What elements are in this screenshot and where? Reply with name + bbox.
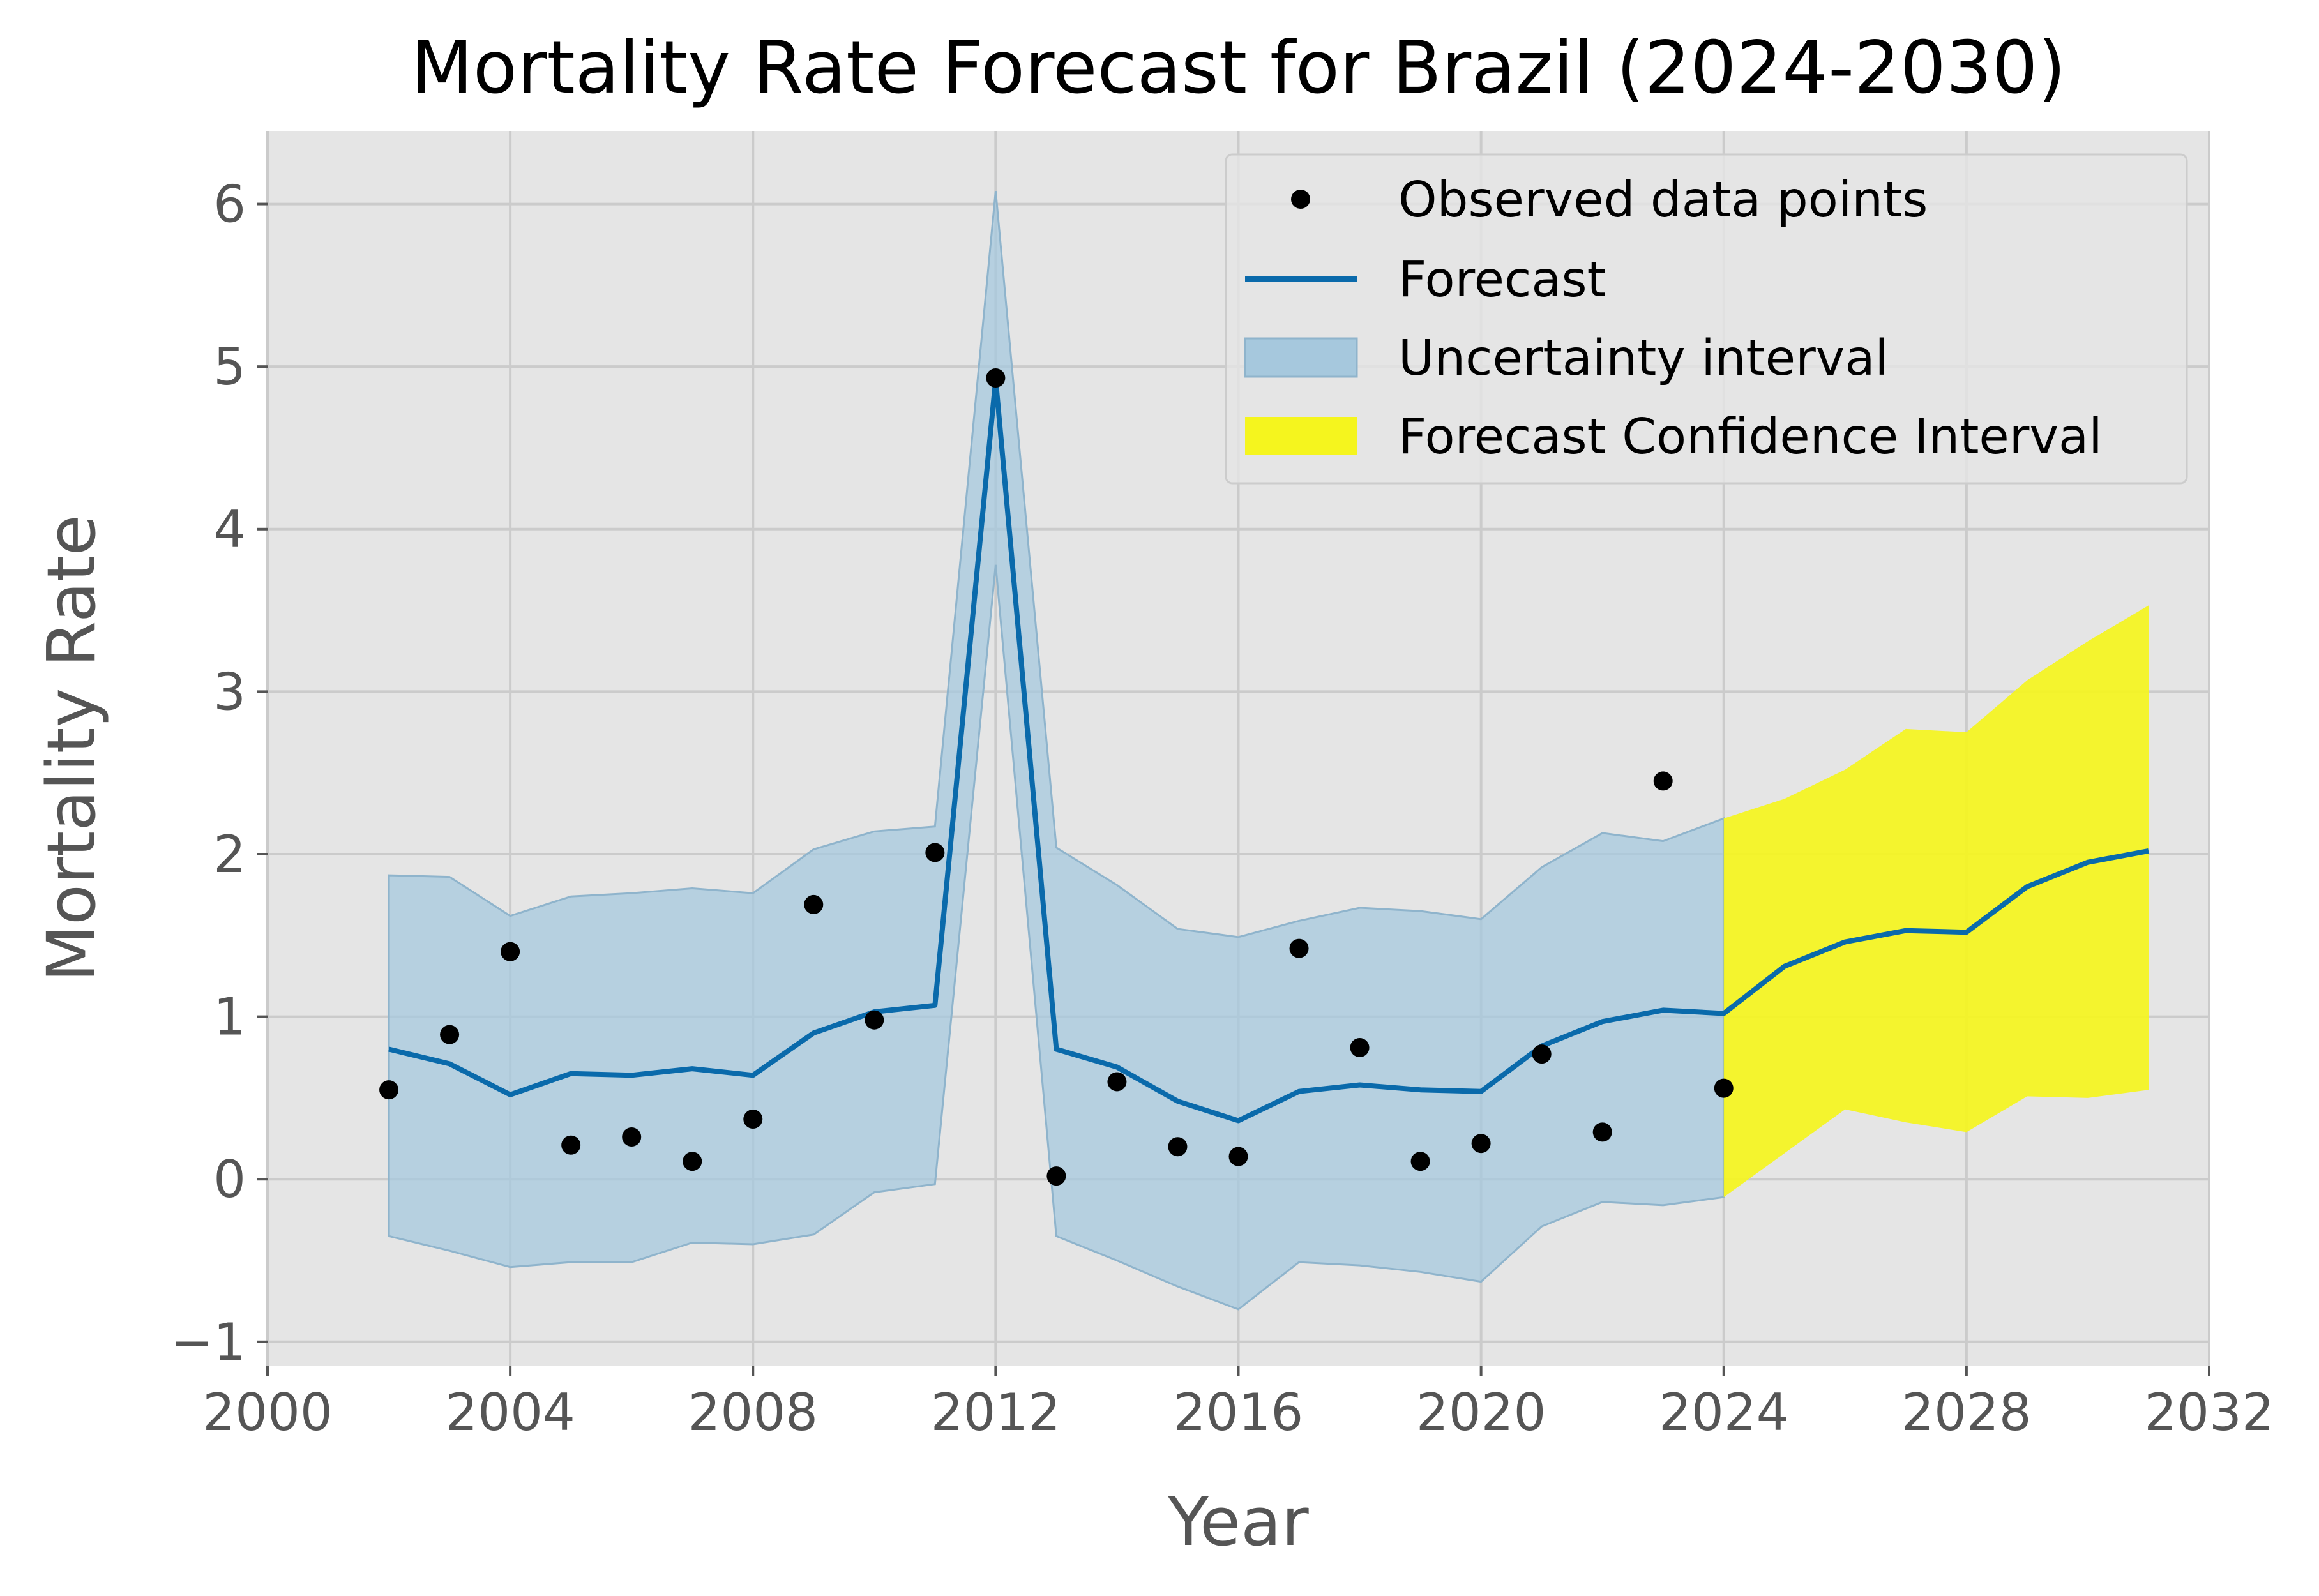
interval-bands xyxy=(388,191,2149,1311)
y-tick-label: 6 xyxy=(213,175,246,234)
observed-point xyxy=(561,1135,581,1155)
legend-marker-confidence xyxy=(1245,417,1357,455)
legend-label-uncertainty: Uncertainty interval xyxy=(1398,330,1889,387)
observed-point xyxy=(1046,1166,1066,1186)
x-tick-label: 2016 xyxy=(1174,1383,1304,1442)
legend-box xyxy=(1225,153,2188,485)
legend-marker-observed xyxy=(1291,190,1310,209)
observed-point xyxy=(1653,771,1673,791)
y-tick-label: −1 xyxy=(170,1313,246,1372)
observed-point xyxy=(986,368,1006,388)
observed-point xyxy=(925,843,945,862)
legend-label-forecast: Forecast xyxy=(1398,252,1606,308)
y-tick-label: 3 xyxy=(213,662,246,721)
legend-label-confidence: Forecast Confidence Interval xyxy=(1398,409,2103,465)
y-tick-label: 4 xyxy=(213,500,246,559)
observed-point xyxy=(1228,1147,1248,1166)
y-tick-label: 0 xyxy=(213,1150,246,1209)
forecast-confidence-band xyxy=(1723,605,2149,1198)
observed-point xyxy=(622,1127,642,1147)
observed-points-layer xyxy=(379,368,1734,1186)
observed-point xyxy=(501,942,520,961)
y-tick-label: 1 xyxy=(213,988,246,1047)
x-tick-label: 2032 xyxy=(2144,1383,2274,1442)
axis-ticks: 2000 2004 2008 2012 2016 2020 2024 2028 2032 −1 0 1… xyxy=(170,175,2274,1442)
x-tick-label: 2000 xyxy=(202,1383,333,1442)
forecast-line-layer xyxy=(388,377,2149,1124)
x-tick-label: 2028 xyxy=(1901,1383,2032,1442)
observed-point xyxy=(1592,1122,1612,1142)
legend: Observed data points Forecast Uncertaint… xyxy=(1225,153,2188,485)
observed-point xyxy=(683,1152,702,1171)
legend-label-observed: Observed data points xyxy=(1398,172,1928,229)
y-tick-label: 2 xyxy=(213,825,246,884)
observed-point xyxy=(1289,938,1309,958)
observed-point xyxy=(1107,1072,1127,1092)
observed-point xyxy=(440,1025,460,1044)
x-tick-label: 2008 xyxy=(688,1383,818,1442)
x-tick-label: 2020 xyxy=(1416,1383,1546,1442)
x-tick-label: 2012 xyxy=(931,1383,1061,1442)
chart-title: Mortality Rate Forecast for Brazil (2024… xyxy=(411,26,2066,110)
observed-point xyxy=(1471,1134,1491,1154)
observed-point xyxy=(865,1010,884,1030)
observed-point xyxy=(1350,1037,1370,1057)
x-tick-label: 2024 xyxy=(1659,1383,1789,1442)
y-axis-label: Mortality Rate xyxy=(33,515,110,982)
observed-point xyxy=(1714,1078,1734,1098)
observed-point xyxy=(804,894,824,914)
observed-point xyxy=(379,1080,399,1100)
observed-point xyxy=(1410,1152,1430,1171)
x-axis-label: Year xyxy=(1167,1483,1308,1561)
observed-point xyxy=(743,1110,763,1129)
y-tick-label: 5 xyxy=(213,337,246,396)
legend-marker-uncertainty xyxy=(1244,337,1358,378)
x-tick-label: 2004 xyxy=(445,1383,575,1442)
observed-point xyxy=(1168,1137,1188,1157)
forecast-line xyxy=(388,377,2149,1124)
observed-point xyxy=(1532,1044,1552,1064)
